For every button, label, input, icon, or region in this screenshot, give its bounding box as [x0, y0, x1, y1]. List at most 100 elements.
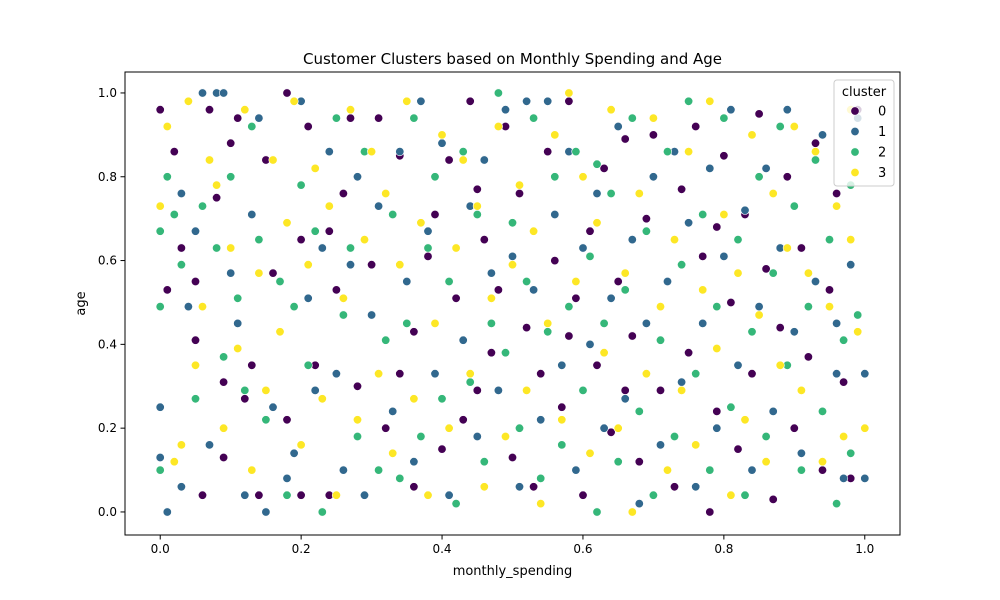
data-point: [536, 415, 546, 425]
data-point: [507, 452, 517, 462]
data-point: [641, 214, 651, 224]
data-point: [493, 122, 503, 132]
data-point: [409, 327, 419, 337]
data-point: [691, 482, 701, 492]
data-point: [296, 180, 306, 190]
data-point: [226, 243, 236, 253]
data-point: [726, 105, 736, 115]
data-point: [613, 457, 623, 467]
data-point: [303, 122, 313, 132]
data-point: [451, 293, 461, 303]
data-point: [796, 243, 806, 253]
data-point: [416, 218, 426, 228]
legend-marker: [850, 106, 860, 116]
data-point: [627, 113, 637, 123]
data-point: [782, 105, 792, 115]
data-point: [543, 318, 553, 328]
data-point: [817, 406, 827, 416]
data-point: [514, 423, 524, 433]
data-point: [747, 130, 757, 140]
data-point: [176, 243, 186, 253]
data-point: [740, 205, 750, 215]
data-point: [486, 268, 496, 278]
data-point: [268, 155, 278, 165]
data-point: [592, 189, 602, 199]
data-point: [212, 243, 222, 253]
data-point: [472, 431, 482, 441]
data-point: [536, 369, 546, 379]
data-point: [789, 423, 799, 433]
data-point: [655, 385, 665, 395]
data-point: [620, 394, 630, 404]
data-point: [733, 235, 743, 245]
series-cluster-0: [155, 88, 863, 517]
data-point: [155, 226, 165, 236]
data-point: [486, 293, 496, 303]
data-point: [169, 457, 179, 467]
data-point: [388, 448, 398, 458]
y-axis: 0.0 0.2 0.4 0.6 0.8 1.0: [98, 86, 125, 519]
points-layer: [155, 88, 870, 517]
data-point: [747, 327, 757, 337]
data-point: [430, 172, 440, 182]
data-point: [507, 218, 517, 228]
data-point: [240, 490, 250, 500]
data-point: [564, 331, 574, 341]
data-point: [331, 369, 341, 379]
data-point: [648, 113, 658, 123]
data-point: [613, 122, 623, 132]
data-point: [331, 113, 341, 123]
data-point: [761, 457, 771, 467]
data-point: [345, 113, 355, 123]
data-point: [775, 122, 785, 132]
data-point: [268, 268, 278, 278]
data-point: [338, 293, 348, 303]
data-point: [198, 88, 208, 98]
data-point: [620, 268, 630, 278]
data-point: [564, 96, 574, 106]
data-point: [684, 218, 694, 228]
data-point: [550, 210, 560, 220]
data-point: [155, 465, 165, 475]
legend: cluster 0 1 2 3: [833, 79, 895, 187]
data-point: [606, 105, 616, 115]
x-tick-label: 1.0: [855, 542, 874, 556]
data-point: [705, 507, 715, 517]
data-point: [444, 276, 454, 286]
data-point: [803, 302, 813, 312]
data-point: [345, 105, 355, 115]
data-point: [550, 256, 560, 266]
data-point: [176, 440, 186, 450]
data-point: [472, 201, 482, 211]
data-point: [522, 385, 532, 395]
x-tick-label: 0.6: [573, 542, 592, 556]
data-point: [677, 260, 687, 270]
data-point: [648, 172, 658, 182]
data-point: [402, 318, 412, 328]
data-point: [536, 473, 546, 483]
data-point: [289, 448, 299, 458]
data-point: [437, 130, 447, 140]
data-point: [282, 415, 292, 425]
data-point: [522, 276, 532, 286]
data-point: [585, 251, 595, 261]
data-point: [374, 201, 384, 211]
data-point: [374, 113, 384, 123]
data-point: [606, 427, 616, 437]
data-point: [747, 465, 757, 475]
data-point: [839, 335, 849, 345]
data-point: [648, 130, 658, 140]
data-point: [486, 348, 496, 358]
data-point: [522, 323, 532, 333]
legend-label: 1: [878, 125, 886, 140]
data-point: [669, 235, 679, 245]
y-tick-label: 0.8: [98, 170, 117, 184]
data-point: [712, 343, 722, 353]
data-point: [613, 276, 623, 286]
data-point: [522, 96, 532, 106]
data-point: [155, 105, 165, 115]
data-point: [634, 189, 644, 199]
data-point: [712, 423, 722, 433]
data-point: [162, 507, 172, 517]
data-point: [620, 134, 630, 144]
